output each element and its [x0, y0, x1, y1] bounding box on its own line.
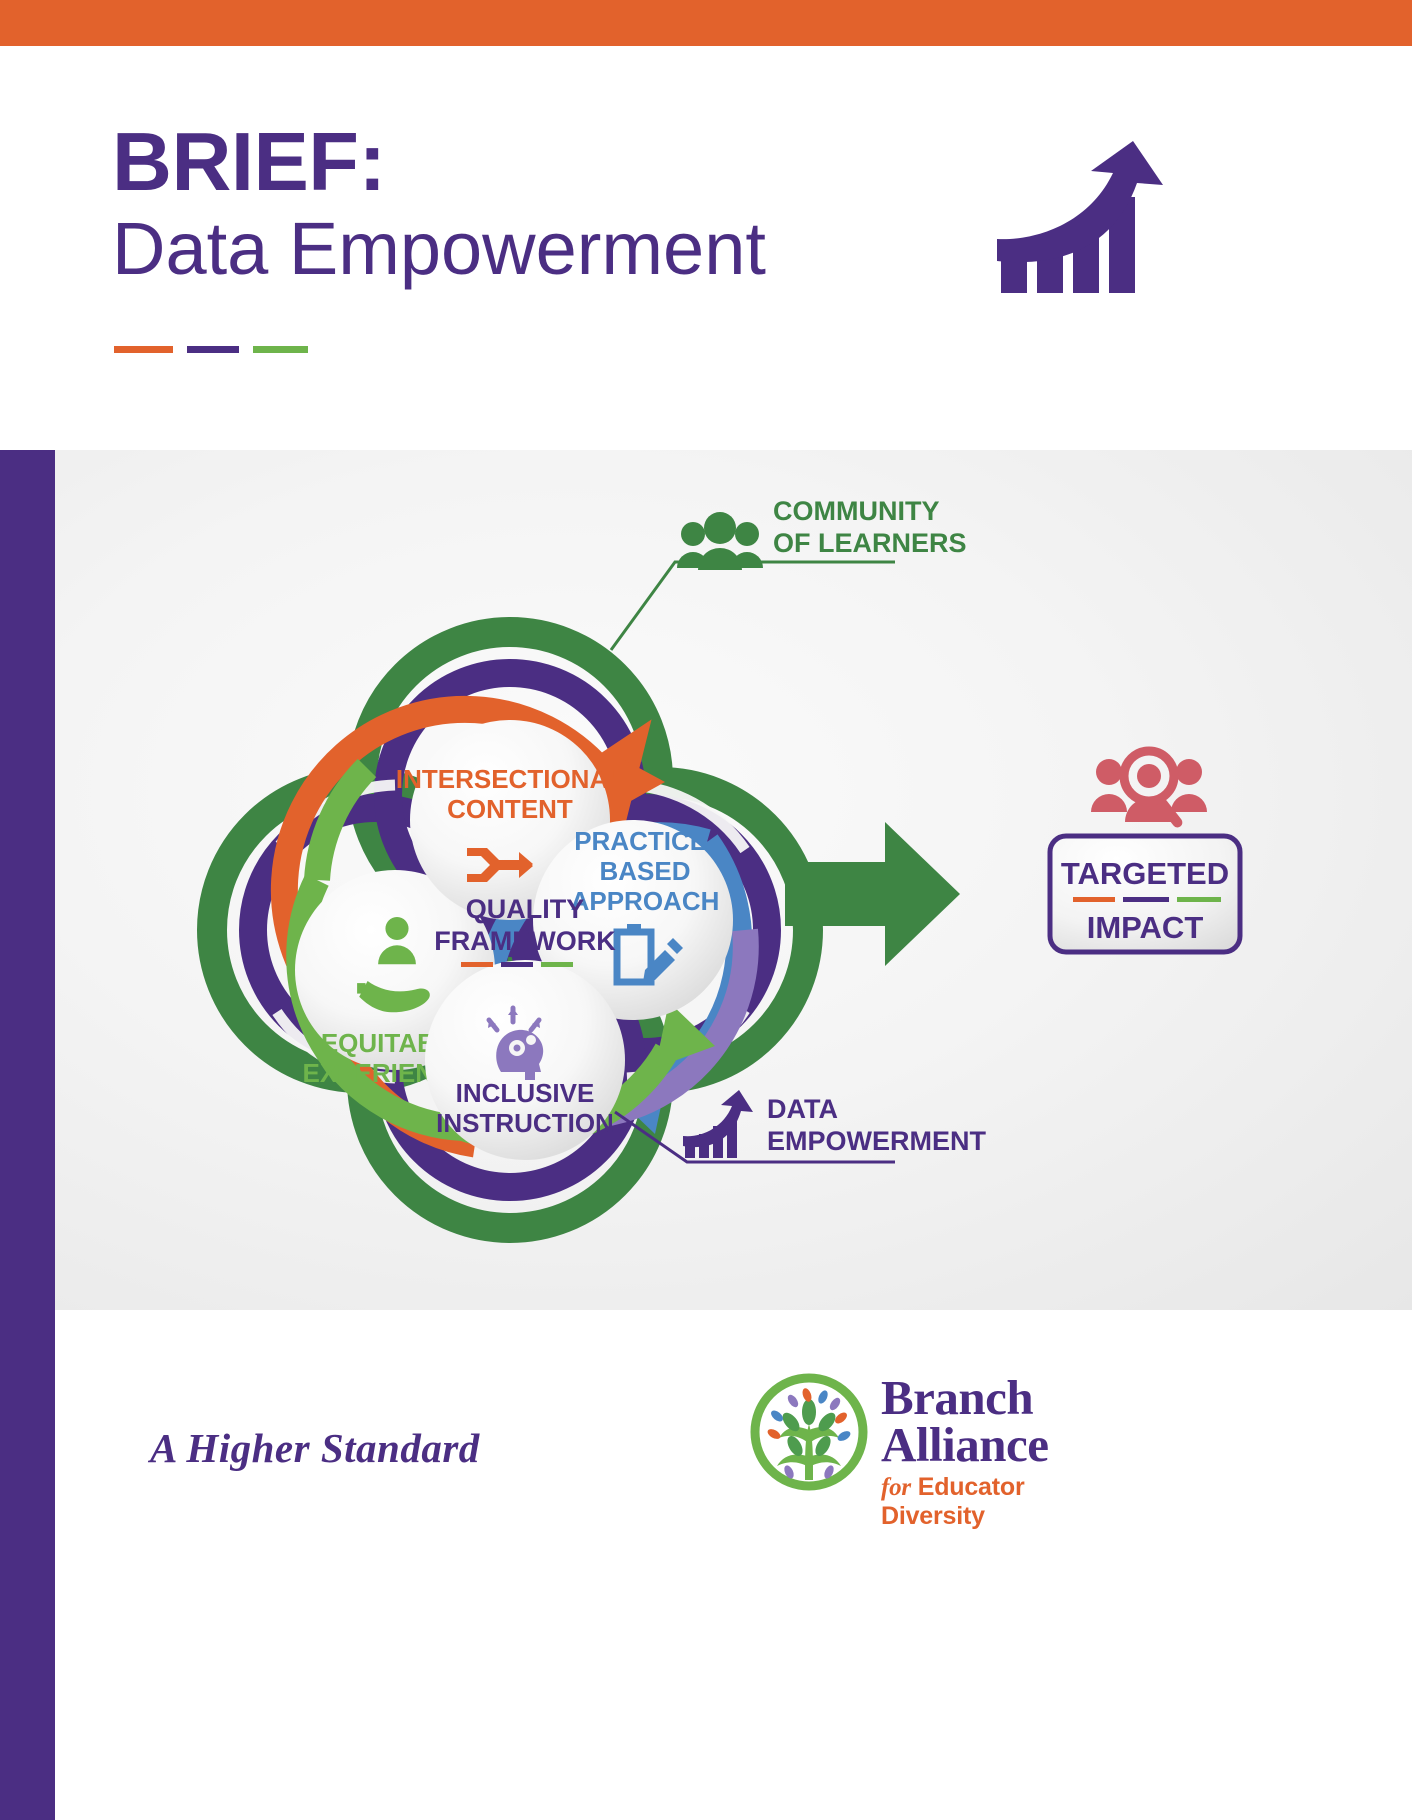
growth-chart-icon [997, 141, 1163, 293]
callout-community-of-learners: COMMUNITY OF LEARNERS [609, 496, 967, 651]
divider-segment-orange [114, 346, 174, 353]
page-title: BRIEF: [112, 115, 386, 208]
head-gears-icon [486, 1005, 544, 1080]
tricolor-divider [114, 346, 308, 353]
document-footer [0, 1310, 1412, 1820]
callout-data-empowerment: DATA EMPOWERMENT [614, 1090, 987, 1164]
tagline: A Higher Standard [150, 1425, 480, 1471]
label-targeted-impact-line1: TARGETED [1061, 856, 1229, 891]
shuffle-arrows-icon [467, 848, 533, 882]
arc-green-light [286, 874, 464, 1141]
impact-tricolor-divider [1073, 897, 1221, 902]
diagram-section: EQUITABLE EXPERIENCES INTERSECTIONAL CON… [0, 450, 1412, 1310]
footer-purple-strip [0, 1310, 55, 1820]
label-practice-based-line1: PRACTICE- [574, 826, 716, 856]
logo-tagline-prefix: for [881, 1474, 911, 1502]
outcome-targeted-impact: TARGETED IMPACT [1047, 746, 1243, 955]
label-community-of-learners-line2: OF LEARNERS [773, 528, 967, 558]
node-inclusive-instruction: INCLUSIVE INSTRUCTION [425, 960, 625, 1160]
arrowhead-green-light [655, 1002, 715, 1068]
label-data-empowerment-line1: DATA [767, 1094, 838, 1124]
left-purple-strip [0, 450, 55, 1310]
arrowhead-orange [611, 755, 665, 812]
targeted-impact-box [1047, 833, 1243, 955]
label-intersectional-content-line1: INTERSECTIONAL [396, 764, 624, 794]
divider-segment-purple [187, 346, 239, 353]
label-targeted-impact-line2: IMPACT [1087, 910, 1204, 945]
group-people-icon [677, 512, 763, 570]
label-data-empowerment-line2: EMPOWERMENT [767, 1126, 987, 1156]
top-accent-bar [0, 0, 1412, 46]
tree-in-circle-icon [750, 1373, 868, 1491]
logo-line-branch: Branch [881, 1370, 1034, 1425]
document-header: BRIEF: Data Empowerment [0, 46, 1412, 450]
label-practice-based-line2: BASED [599, 856, 690, 886]
target-audience-icon [1091, 746, 1207, 828]
label-practice-based-line3: APPROACH [571, 886, 720, 916]
label-community-of-learners-line1: COMMUNITY [773, 496, 939, 526]
label-inclusive-instruction-line2: INSTRUCTION [436, 1108, 614, 1138]
label-quality-framework-line2: FRAMEWORK [434, 926, 616, 956]
outcome-arrow [785, 822, 960, 966]
organization-logo: Branch Alliance for Educator Diversity [745, 1368, 1115, 1530]
node-quality-framework: QUALITY FRAMEWORK [434, 894, 616, 967]
title-block: BRIEF: Data Empowerment [112, 115, 766, 290]
diagram-panel: EQUITABLE EXPERIENCES INTERSECTIONAL CON… [55, 450, 1412, 1310]
label-inclusive-instruction-line1: INCLUSIVE [456, 1078, 595, 1108]
framework-diagram: EQUITABLE EXPERIENCES INTERSECTIONAL CON… [197, 496, 1243, 1243]
logo-wordmark: Branch Alliance for Educator Diversity [881, 1370, 1115, 1531]
logo-line-alliance: Alliance [881, 1417, 1049, 1473]
hand-person-icon [357, 916, 430, 1013]
label-intersectional-content-line2: CONTENT [447, 794, 573, 824]
growth-chart-icon-small [683, 1090, 753, 1158]
clipboard-pencil-icon [613, 924, 683, 986]
divider-segment-green [252, 346, 308, 353]
node-practice-based-approach: PRACTICE- BASED APPROACH [533, 820, 733, 1020]
logo-tagline: for Educator Diversity [881, 1473, 1115, 1531]
center-tricolor-divider [461, 962, 573, 967]
label-quality-framework-line1: QUALITY [466, 894, 585, 924]
page-subtitle: Data Empowerment [112, 206, 766, 290]
logo-tagline-text: Educator Diversity [881, 1473, 1025, 1531]
